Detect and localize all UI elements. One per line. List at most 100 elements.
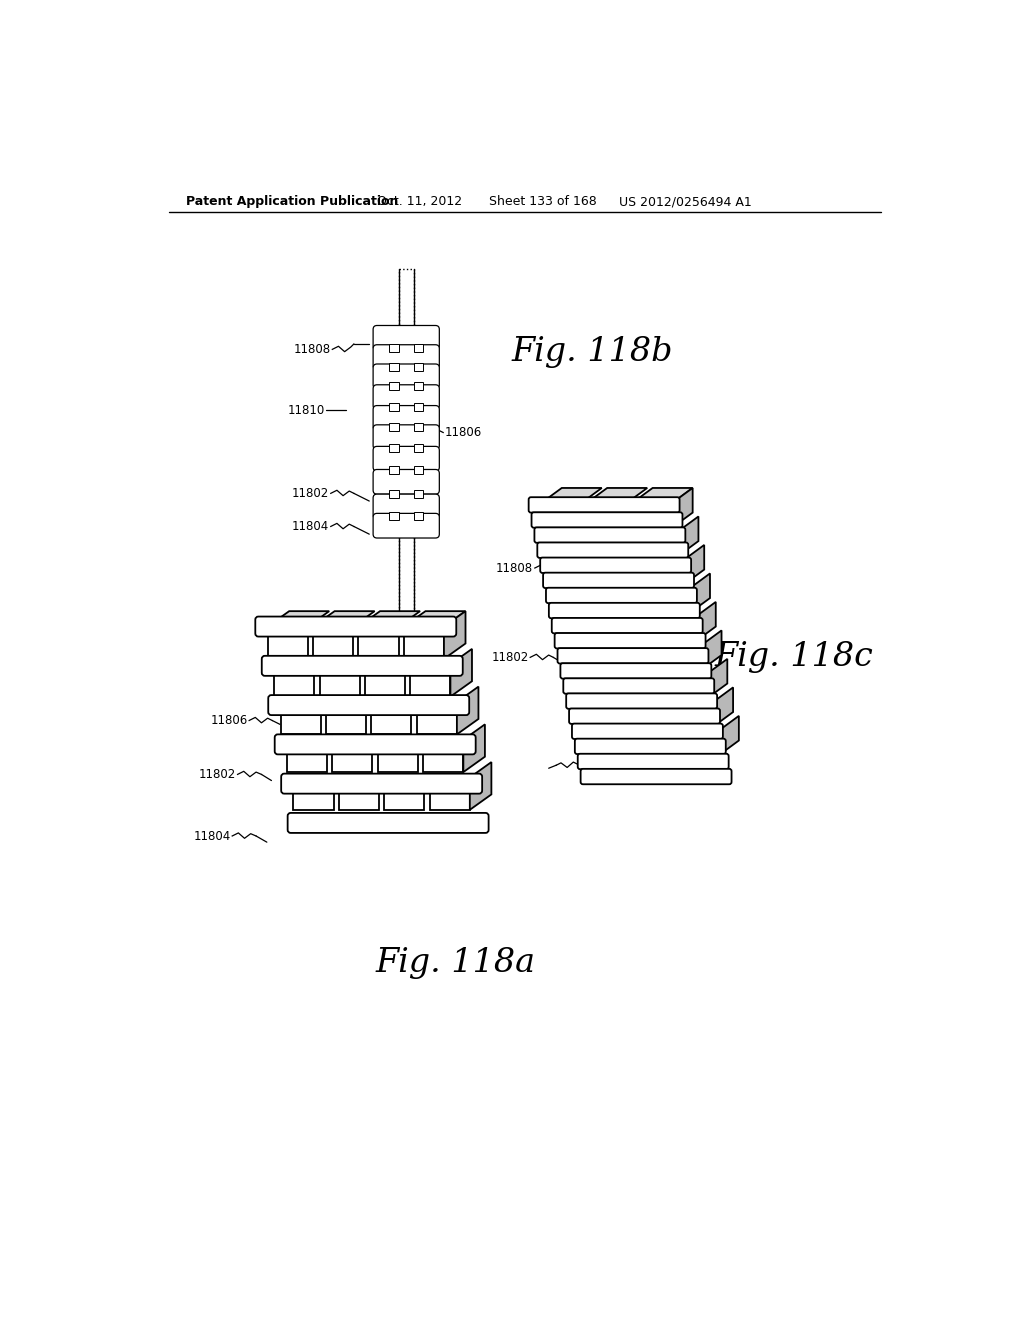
FancyBboxPatch shape	[538, 543, 688, 558]
Text: 11806: 11806	[210, 714, 248, 727]
Polygon shape	[378, 739, 418, 772]
Polygon shape	[625, 705, 665, 729]
Bar	[414, 345, 423, 351]
FancyBboxPatch shape	[282, 774, 482, 793]
FancyBboxPatch shape	[569, 709, 720, 723]
Text: Patent Application Publication: Patent Application Publication	[186, 195, 398, 209]
Text: 11804: 11804	[581, 759, 618, 772]
Text: 11804: 11804	[194, 829, 230, 842]
Bar	[414, 490, 423, 498]
Polygon shape	[451, 649, 472, 697]
Polygon shape	[647, 590, 687, 615]
Polygon shape	[635, 533, 676, 558]
Polygon shape	[676, 733, 716, 758]
Text: 11808: 11808	[294, 343, 331, 356]
FancyBboxPatch shape	[549, 603, 699, 618]
Text: 11802: 11802	[199, 768, 237, 781]
Polygon shape	[631, 733, 671, 758]
Text: US 2012/0256494 A1: US 2012/0256494 A1	[618, 195, 752, 209]
Polygon shape	[652, 619, 692, 644]
Text: Fig. 118a: Fig. 118a	[376, 946, 536, 979]
Bar	[389, 404, 398, 411]
Polygon shape	[607, 619, 647, 644]
FancyBboxPatch shape	[274, 734, 476, 755]
Polygon shape	[580, 705, 620, 729]
FancyBboxPatch shape	[255, 616, 457, 636]
Polygon shape	[585, 733, 625, 758]
Bar	[389, 490, 398, 498]
Polygon shape	[641, 562, 681, 586]
Polygon shape	[430, 777, 470, 810]
Text: 11802: 11802	[492, 651, 528, 664]
Polygon shape	[463, 725, 485, 772]
Polygon shape	[294, 777, 334, 810]
Polygon shape	[339, 777, 379, 810]
Polygon shape	[681, 545, 705, 586]
Polygon shape	[590, 533, 630, 558]
Text: Fig. 118c: Fig. 118c	[714, 642, 873, 673]
Polygon shape	[326, 702, 366, 734]
Text: 11810: 11810	[288, 404, 325, 417]
Bar	[389, 466, 398, 474]
Polygon shape	[444, 611, 466, 659]
Polygon shape	[687, 573, 710, 615]
Polygon shape	[403, 627, 444, 659]
Polygon shape	[716, 715, 739, 758]
Polygon shape	[313, 611, 375, 627]
Polygon shape	[584, 488, 647, 506]
Polygon shape	[267, 611, 330, 627]
FancyBboxPatch shape	[262, 656, 463, 676]
Bar	[414, 383, 423, 391]
FancyBboxPatch shape	[546, 587, 697, 603]
Text: 11802: 11802	[292, 487, 330, 500]
Polygon shape	[372, 702, 412, 734]
FancyBboxPatch shape	[535, 528, 685, 543]
Polygon shape	[358, 611, 420, 627]
FancyBboxPatch shape	[288, 813, 488, 833]
Polygon shape	[403, 611, 466, 627]
FancyBboxPatch shape	[557, 648, 709, 664]
Polygon shape	[358, 627, 398, 659]
FancyBboxPatch shape	[373, 425, 439, 449]
Bar	[389, 363, 398, 371]
FancyBboxPatch shape	[560, 663, 712, 678]
FancyBboxPatch shape	[566, 693, 717, 709]
Polygon shape	[618, 676, 658, 701]
FancyBboxPatch shape	[563, 678, 714, 694]
Polygon shape	[539, 488, 602, 506]
Polygon shape	[573, 676, 613, 701]
Polygon shape	[556, 590, 596, 615]
Bar	[414, 424, 423, 432]
Text: 11804: 11804	[292, 520, 330, 533]
Polygon shape	[658, 647, 698, 672]
Polygon shape	[313, 627, 353, 659]
FancyBboxPatch shape	[552, 618, 702, 634]
FancyBboxPatch shape	[373, 385, 439, 409]
Polygon shape	[670, 488, 692, 529]
FancyBboxPatch shape	[543, 573, 694, 589]
Polygon shape	[384, 777, 424, 810]
Polygon shape	[274, 664, 314, 697]
FancyBboxPatch shape	[373, 470, 439, 494]
Text: Sheet 133 of 168: Sheet 133 of 168	[488, 195, 596, 209]
Polygon shape	[281, 702, 321, 734]
Bar	[389, 383, 398, 391]
Polygon shape	[670, 705, 710, 729]
FancyBboxPatch shape	[373, 364, 439, 388]
FancyBboxPatch shape	[528, 498, 680, 512]
FancyBboxPatch shape	[268, 696, 469, 715]
Bar	[414, 404, 423, 411]
Bar	[414, 466, 423, 474]
Text: 11808: 11808	[497, 561, 534, 574]
Polygon shape	[562, 619, 602, 644]
FancyBboxPatch shape	[373, 494, 439, 519]
Bar	[414, 363, 423, 371]
Polygon shape	[411, 664, 451, 697]
Polygon shape	[705, 659, 727, 701]
FancyBboxPatch shape	[373, 345, 439, 370]
Polygon shape	[676, 516, 698, 558]
Polygon shape	[550, 562, 590, 586]
Polygon shape	[692, 602, 716, 644]
Polygon shape	[630, 488, 692, 506]
FancyBboxPatch shape	[581, 768, 731, 784]
